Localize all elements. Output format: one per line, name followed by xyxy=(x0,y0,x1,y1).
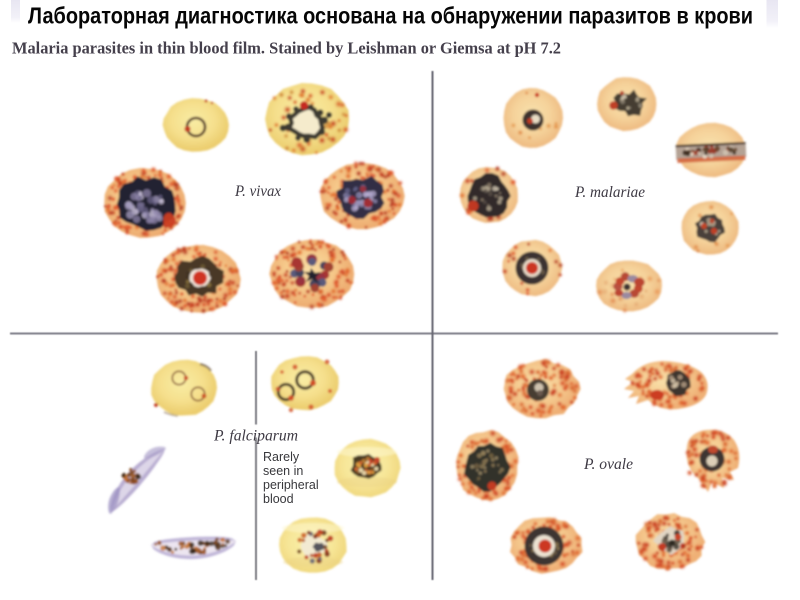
svg-text:seen in: seen in xyxy=(263,464,303,478)
svg-text:peripheral: peripheral xyxy=(263,478,319,492)
svg-text:P. falciparum: P. falciparum xyxy=(213,428,298,445)
svg-text:P. vivax: P. vivax xyxy=(234,183,281,200)
svg-text:P. malariae: P. malariae xyxy=(574,184,645,201)
svg-text:Malaria parasites in thin bloo: Malaria parasites in thin blood film. St… xyxy=(12,39,561,58)
svg-text:Лабораторная диагностика основ: Лабораторная диагностика основана на обн… xyxy=(28,3,753,29)
svg-text:blood: blood xyxy=(263,492,294,506)
svg-text:P. ovale: P. ovale xyxy=(583,456,633,473)
svg-text:Rarely: Rarely xyxy=(263,450,300,464)
